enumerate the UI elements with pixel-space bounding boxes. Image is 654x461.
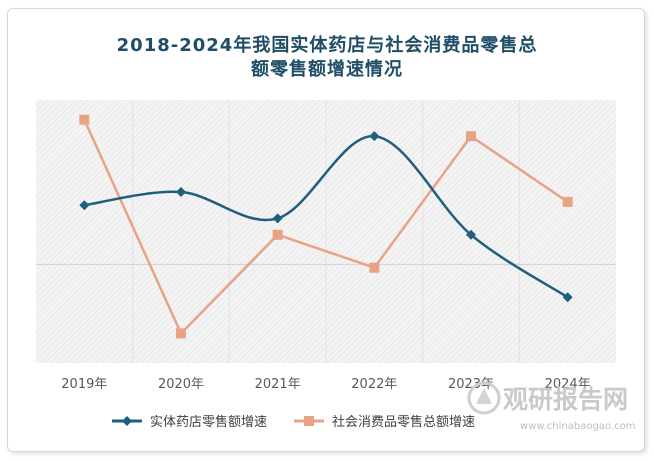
legend-label-retail-sales: 社会消费品零售总额增速	[332, 414, 475, 430]
x-tick-label: 2021年	[255, 377, 301, 392]
x-tick-label: 2022年	[351, 377, 397, 392]
legend-label-physical-pharmacy: 实体药店零售额增速	[150, 414, 267, 430]
legend-item-retail-sales: 社会消费品零售总额增速	[294, 414, 475, 430]
chart-title-line-2: 额零售额增速情况	[251, 59, 403, 80]
x-tick-label: 2023年	[448, 377, 494, 392]
watermark-brand: 观研报告网	[503, 385, 628, 414]
chart-title-line-1: 2018-2024年我国实体药店与社会消费品零售总	[116, 35, 538, 56]
legend-item-physical-pharmacy: 实体药店零售额增速	[112, 414, 267, 430]
x-axis-ticks: 2019年 2020年 2021年 2022年 2023年 2024年	[61, 377, 590, 392]
series-layer	[79, 114, 573, 339]
series-0-point	[272, 213, 283, 224]
category-separators	[132, 100, 520, 363]
legend-marker-diamond	[122, 416, 132, 426]
legend: 实体药店零售额增速 社会消费品零售总额增速	[112, 414, 475, 430]
legend-marker-square	[304, 416, 314, 426]
series-1-point	[272, 229, 283, 240]
series-1	[79, 114, 573, 339]
series-1-point	[369, 262, 380, 273]
series-0-point	[562, 292, 573, 303]
x-tick-label: 2020年	[158, 377, 204, 392]
series-1-point	[79, 114, 90, 125]
series-1-point	[466, 131, 476, 142]
watermark: 观研报告网 www.chinabaogao.com	[467, 381, 635, 432]
series-0	[79, 131, 573, 303]
x-tick-label: 2019年	[61, 377, 107, 392]
watermark-url: www.chinabaogao.com	[520, 421, 635, 432]
watermark-logo-icon	[467, 381, 501, 415]
series-1-point	[562, 196, 573, 207]
series-0-point	[369, 131, 380, 142]
series-line-1	[83, 119, 569, 336]
chart-title: 2018-2024年我国实体药店与社会消费品零售总 额零售额增速情况	[0, 34, 654, 82]
series-0-point	[176, 187, 186, 198]
series-0-point	[466, 229, 476, 240]
series-0-point	[79, 200, 90, 211]
series-1-point	[176, 328, 186, 339]
x-tick-label: 2024年	[545, 377, 591, 392]
